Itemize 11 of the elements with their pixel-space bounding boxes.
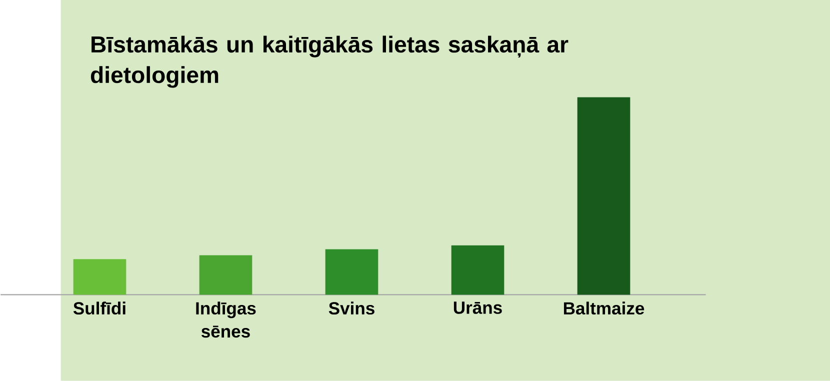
bar	[451, 245, 504, 295]
bar	[325, 249, 378, 295]
bar	[199, 255, 252, 295]
x-tick-label: Baltmaize	[564, 302, 644, 315]
bar	[577, 97, 630, 295]
x-tick-label: Indīgas sēnes	[196, 302, 256, 338]
chart-title: Bīstamākās un kaitīgākās lietas saskaņā ar dietologiem	[90, 36, 568, 88]
x-tick-label: Svins	[328, 302, 374, 315]
x-tick-label: Urāns	[454, 302, 502, 314]
x-tick-label: Sulfīdi	[73, 302, 126, 315]
bar	[73, 259, 126, 295]
